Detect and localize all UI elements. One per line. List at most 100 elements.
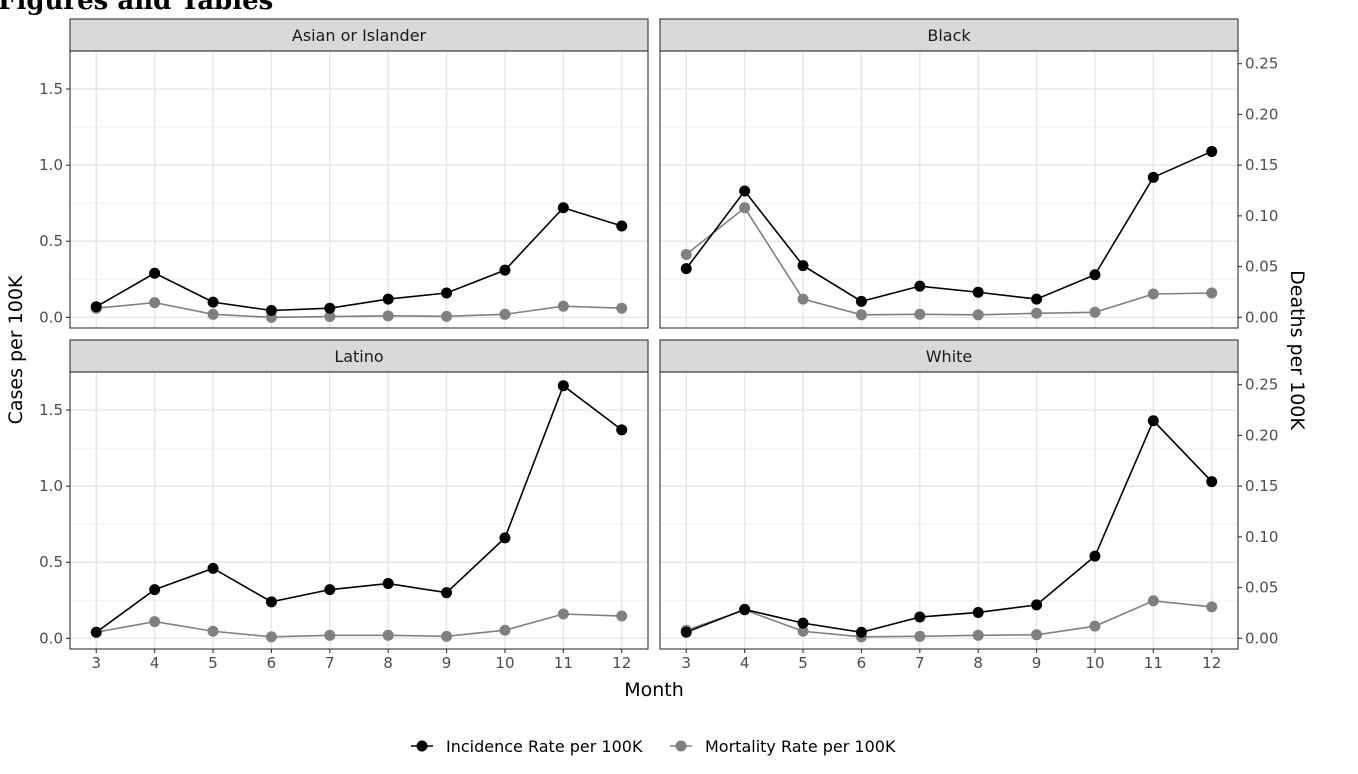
facet-panel: Latino 0.0 0.5 1.0 1.5 3 4 5 6 7 8 9 10 11 12 — [39, 339, 649, 672]
mortality-point — [149, 616, 161, 628]
mortality-point — [1031, 629, 1043, 641]
mortality-point — [207, 308, 219, 320]
incidence-point — [972, 606, 984, 618]
x-tick-label: 11 — [1144, 654, 1163, 672]
x-tick-label: 7 — [915, 654, 925, 672]
x-tick-label: 12 — [612, 654, 631, 672]
incidence-point — [739, 603, 751, 615]
panel-border — [69, 50, 649, 329]
facet-strip — [69, 339, 649, 373]
y2-tick-label: 0.25 — [1245, 376, 1278, 394]
mortality-point — [324, 629, 336, 641]
x-tick-label: 9 — [442, 654, 452, 672]
y-axis-title: Cases per 100K — [5, 275, 27, 424]
incidence-point — [1147, 171, 1159, 183]
x-tick-label: 3 — [681, 654, 691, 672]
legend-key-point — [675, 740, 687, 752]
mortality-point — [616, 610, 628, 622]
y2-tick-label: 0.15 — [1245, 156, 1278, 174]
incidence-point — [1206, 476, 1218, 488]
mortality-point — [149, 297, 161, 309]
y-tick-label: 1.5 — [39, 401, 63, 419]
facet-title: Asian or Islander — [292, 26, 427, 45]
incidence-point — [265, 596, 277, 608]
mortality-line — [96, 613, 622, 638]
incidence-point — [382, 293, 394, 305]
incidence-point — [1089, 269, 1101, 281]
mortality-point — [1147, 288, 1159, 300]
incidence-point — [1031, 293, 1043, 305]
x-tick-label: 4 — [740, 654, 750, 672]
mortality-point — [797, 625, 809, 637]
incidence-point — [557, 380, 569, 392]
mortality-point — [1206, 601, 1218, 613]
y2-axis-title: Deaths per 100K — [1286, 270, 1308, 430]
x-tick-label: 12 — [1202, 654, 1221, 672]
mortality-line — [685, 206, 1212, 316]
incidence-point — [1031, 599, 1043, 611]
incidence-point — [499, 264, 511, 276]
mortality-point — [1089, 306, 1101, 318]
legend: Incidence Rate per 100K Mortality Rate pe… — [411, 737, 896, 756]
y2-tick-label: 0.00 — [1245, 308, 1278, 326]
incidence-point — [265, 304, 277, 316]
legend-label: Mortality Rate per 100K — [705, 737, 896, 756]
x-tick-label: 11 — [554, 654, 573, 672]
panel-border — [659, 371, 1239, 650]
mortality-line — [96, 301, 622, 319]
mortality-point — [499, 308, 511, 320]
mortality-point — [739, 202, 751, 214]
mortality-point — [441, 310, 453, 322]
x-tick-label: 7 — [325, 654, 335, 672]
y-tick-label: 1.0 — [39, 156, 63, 174]
y-tick-label: 0.0 — [39, 308, 63, 326]
incidence-point — [1147, 415, 1159, 427]
y2-tick-label: 0.10 — [1245, 207, 1278, 225]
mortality-point — [855, 309, 867, 321]
incidence-point — [616, 220, 628, 232]
panel-border — [659, 50, 1239, 329]
incidence-point — [1206, 145, 1218, 157]
incidence-point — [616, 424, 628, 436]
y2-tick-label: 0.00 — [1245, 629, 1278, 647]
y2-tick-label: 0.10 — [1245, 528, 1278, 546]
mortality-point — [324, 311, 336, 323]
y2-tick-label: 0.05 — [1245, 258, 1278, 276]
x-tick-label: 5 — [798, 654, 808, 672]
mortality-point — [914, 630, 926, 642]
mortality-point — [616, 302, 628, 314]
mortality-point — [557, 300, 569, 312]
mortality-point — [1089, 620, 1101, 632]
y-tick-label: 0.0 — [39, 629, 63, 647]
mortality-point — [1031, 307, 1043, 319]
mortality-point — [207, 625, 219, 637]
incidence-point — [972, 286, 984, 298]
facet-panel: Asian or Islander 0.0 0.5 1.0 1.5 — [39, 18, 649, 329]
mortality-point — [680, 248, 692, 260]
mortality-point — [1206, 287, 1218, 299]
page-heading: Figures and Tables — [0, 0, 274, 16]
incidence-point — [855, 626, 867, 638]
mortality-point — [441, 630, 453, 642]
mortality-point — [797, 293, 809, 305]
y2-tick-label: 0.25 — [1245, 55, 1278, 73]
incidence-point — [914, 280, 926, 292]
incidence-point — [557, 202, 569, 214]
legend-label: Incidence Rate per 100K — [446, 737, 643, 756]
x-tick-label: 10 — [1085, 654, 1104, 672]
incidence-line — [685, 419, 1213, 634]
incidence-point — [1089, 550, 1101, 562]
y-tick-label: 1.0 — [39, 477, 63, 495]
y-tick-label: 0.5 — [39, 553, 63, 571]
incidence-line — [95, 206, 622, 312]
incidence-point — [499, 532, 511, 544]
incidence-point — [382, 578, 394, 590]
mortality-point — [1147, 595, 1159, 607]
incidence-point — [324, 584, 336, 596]
incidence-point — [680, 626, 692, 638]
x-tick-label: 9 — [1032, 654, 1042, 672]
y2-tick-label: 0.20 — [1245, 105, 1278, 123]
incidence-point — [914, 611, 926, 623]
incidence-point — [739, 185, 751, 197]
